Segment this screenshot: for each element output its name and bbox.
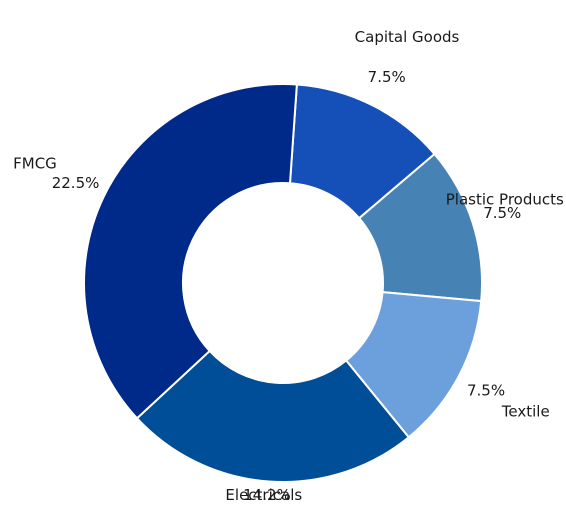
category-label-plastic-products: Plastic Products	[446, 190, 564, 208]
category-label-electricals: Electricals	[225, 486, 302, 504]
slice-fmcg	[83, 83, 298, 420]
category-label-capital-goods: Capital Goods	[355, 28, 460, 46]
value-label-electricals: 14.2%	[243, 486, 291, 504]
value-label-capital-goods: 7.5%	[368, 68, 406, 86]
value-label-plastic-products: 7.5%	[483, 204, 521, 222]
category-label-textile: Textile	[501, 403, 550, 421]
slice-electricals	[135, 349, 411, 483]
value-label-fmcg: 22.5%	[52, 174, 100, 192]
slices-group	[83, 83, 483, 483]
value-label-textile: 7.5%	[467, 382, 505, 400]
category-label-fmcg: FMCG	[13, 155, 57, 173]
